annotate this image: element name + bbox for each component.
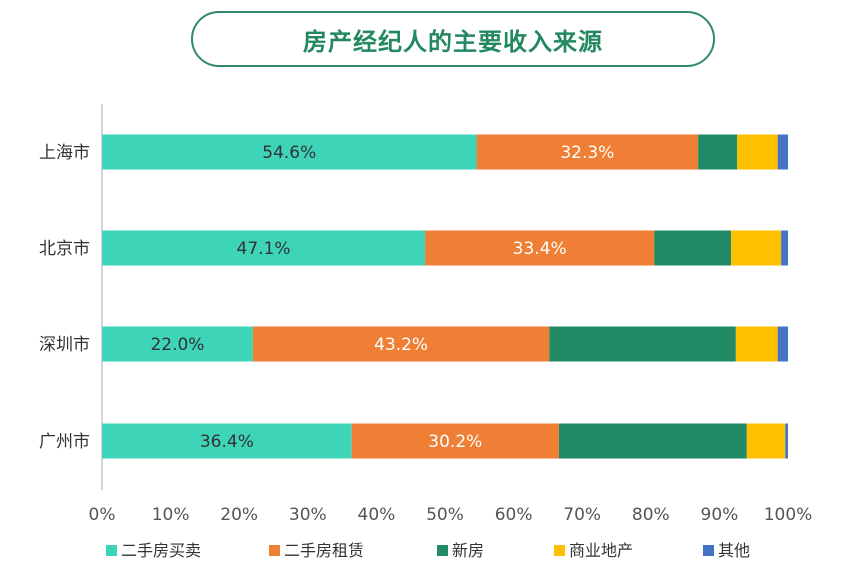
category-label: 广州市	[39, 432, 90, 452]
x-tick-label: 100%	[764, 505, 813, 525]
bar-segment	[785, 423, 788, 459]
x-tick-label: 60%	[495, 505, 533, 525]
bar-segment	[351, 423, 559, 459]
bar-segment	[735, 326, 778, 362]
legend-label: 新房	[452, 541, 484, 560]
bar-segment	[698, 134, 738, 170]
legend-label: 其他	[718, 541, 750, 560]
bar-segment	[102, 326, 253, 362]
bar-segment	[777, 326, 788, 362]
data-label: 30.2%	[428, 432, 482, 452]
x-tick-label: 30%	[289, 505, 327, 525]
legend-label: 二手房租赁	[284, 541, 364, 560]
legend-label: 二手房买卖	[121, 541, 201, 560]
chart-title: 房产经纪人的主要收入来源	[191, 11, 715, 67]
data-label: 33.4%	[513, 239, 567, 259]
x-tick-label: 80%	[632, 505, 670, 525]
category-label: 深圳市	[39, 335, 90, 355]
x-tick-label: 10%	[152, 505, 190, 525]
data-label: 32.3%	[560, 143, 614, 163]
x-tick-labels: 0% 10% 20% 30% 40% 50% 60% 70% 80% 90% 100%	[89, 505, 813, 525]
bar-segment	[654, 230, 732, 266]
legend-label: 商业地产	[569, 541, 633, 560]
x-tick-label: 90%	[701, 505, 739, 525]
legend-swatch	[106, 545, 117, 556]
bar-segment	[777, 134, 788, 170]
bar-segment	[102, 230, 426, 266]
x-tick-label: 50%	[426, 505, 464, 525]
legend-swatch	[437, 545, 448, 556]
data-label: 36.4%	[200, 432, 254, 452]
x-tick-label: 0%	[89, 505, 116, 525]
bar-segment	[549, 326, 736, 362]
category-label: 北京市	[39, 239, 90, 259]
data-label: 47.1%	[237, 239, 291, 259]
bar-segment	[737, 134, 778, 170]
bar-segment	[102, 423, 352, 459]
bar-segment	[252, 326, 550, 362]
x-tick-label: 20%	[220, 505, 258, 525]
legend: 二手房买卖 二手房租赁 新房 商业地产 其他	[106, 541, 750, 560]
data-label: 22.0%	[150, 335, 204, 355]
legend-swatch	[703, 545, 714, 556]
bar-segment	[425, 230, 655, 266]
bar-segment	[102, 134, 477, 170]
data-label: 43.2%	[374, 335, 428, 355]
legend-swatch	[269, 545, 280, 556]
data-label: 54.6%	[262, 143, 316, 163]
bar-segment	[558, 423, 747, 459]
bar-segment	[781, 230, 788, 266]
bar-segment	[746, 423, 786, 459]
bars-group: 54.6% 32.3% 47.1% 33.4% 22.0% 43.2% 36.4% 30.2%	[102, 134, 788, 459]
legend-swatch	[554, 545, 565, 556]
x-tick-label: 40%	[358, 505, 396, 525]
x-tick-label: 70%	[563, 505, 601, 525]
category-label: 上海市	[39, 143, 90, 163]
bar-segment	[731, 230, 782, 266]
bar-segment	[476, 134, 699, 170]
